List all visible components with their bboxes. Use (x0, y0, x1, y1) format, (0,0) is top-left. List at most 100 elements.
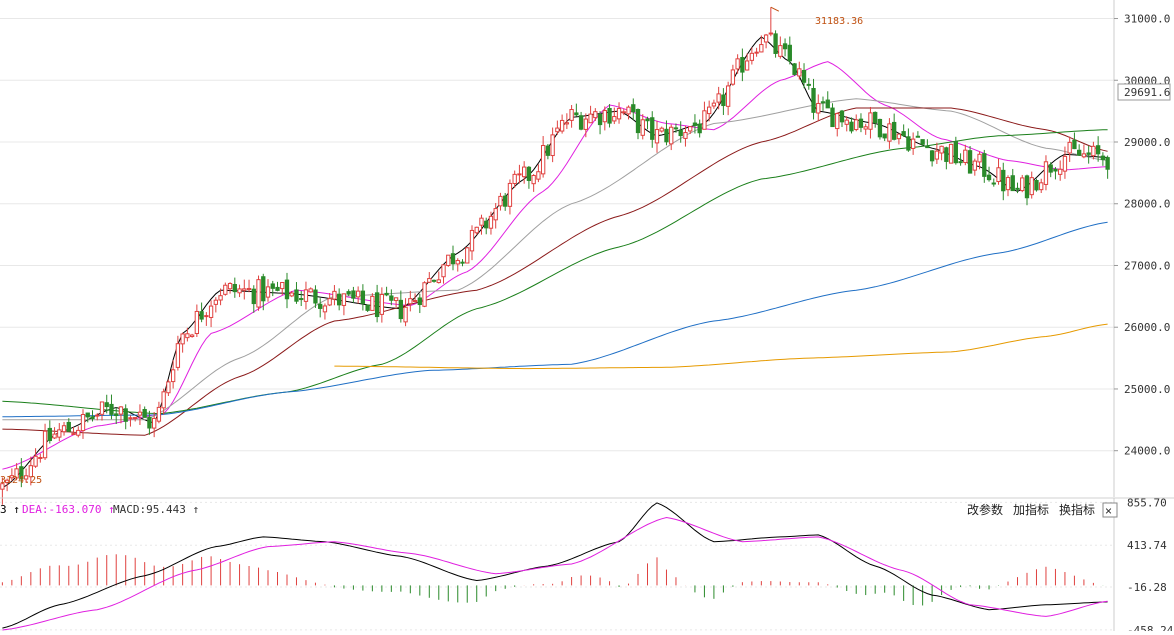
switch-indicator-button[interactable]: 换指标 (1059, 502, 1095, 517)
candle-down (901, 131, 906, 137)
candle-up (118, 406, 124, 415)
candle-up (626, 106, 631, 115)
candle-up (303, 289, 309, 302)
candle-up (564, 122, 570, 125)
macd-legend: 3 ↑ DEA:-163.070 ↑ MACD:95.443 ↑ (0, 503, 199, 516)
candle-up (868, 112, 873, 130)
candle-down (839, 110, 845, 123)
dea-legend: DEA:-163.070 ↑ (22, 503, 115, 516)
candle-up (1020, 177, 1025, 192)
candle-up (797, 68, 802, 77)
macd-value-legend: MACD:95.443 ↑ (113, 503, 199, 516)
candle-down (692, 122, 698, 126)
candle-down (374, 292, 380, 318)
candle-down (915, 135, 921, 138)
candle-up (493, 208, 498, 221)
close-icon[interactable]: × (1105, 504, 1112, 518)
macd-histogram (1, 554, 1104, 606)
candle-down (1105, 157, 1110, 170)
candle-up (1029, 177, 1034, 196)
candle-up (512, 173, 517, 185)
candle-up (744, 60, 750, 71)
main-y-tick-label: 24000.0 (1124, 445, 1170, 458)
high-annotation-label: 31183.36 (815, 16, 863, 27)
candle-down (801, 69, 807, 83)
main-y-tick-label: 26000.0 (1124, 321, 1170, 334)
candle-up (934, 150, 940, 160)
candle-down (664, 128, 669, 143)
candle-up (227, 282, 233, 290)
candle-down (906, 136, 911, 151)
candle-down (104, 402, 109, 408)
candle-up (455, 259, 460, 265)
candle-up (835, 113, 840, 130)
candle-down (944, 147, 949, 162)
candle-down (337, 293, 342, 306)
candle-up (555, 127, 560, 133)
candle-down (645, 118, 650, 122)
candle-up (57, 429, 62, 438)
candle-down (1001, 169, 1006, 192)
candle-up (730, 69, 736, 85)
candle-up (749, 52, 755, 61)
candle-up (616, 108, 622, 120)
candle-up (996, 167, 1001, 183)
candle-up (540, 145, 546, 175)
candle-down (673, 127, 679, 130)
candle-up (189, 334, 195, 338)
candle-down (232, 283, 237, 293)
candle-up (621, 111, 626, 114)
candle-up (38, 456, 43, 459)
candle-down (85, 412, 90, 418)
candle-down (991, 182, 996, 185)
candle-up (204, 315, 209, 318)
candle-up (436, 279, 441, 284)
candle-down (1015, 187, 1020, 190)
close-box[interactable] (1102, 502, 1118, 518)
candle-down (892, 121, 897, 140)
candle-up (133, 417, 138, 420)
candle-down (578, 115, 584, 130)
candle-up (683, 132, 688, 139)
candle-up (498, 195, 503, 207)
candle-up (583, 118, 588, 130)
candle-up (1091, 145, 1096, 157)
candle-up (156, 406, 162, 422)
candle-down (450, 253, 456, 265)
candle-up (265, 286, 271, 298)
candle-down (275, 286, 280, 291)
candle-down (697, 123, 702, 134)
candle-up (910, 138, 916, 149)
add-indicator-button[interactable]: 加指标 (1013, 502, 1049, 517)
candle-down (825, 99, 830, 109)
candle-down (678, 129, 683, 137)
candle-up (242, 288, 247, 291)
modify-params-button[interactable]: 改参数 (967, 502, 1003, 517)
candle-up (550, 134, 555, 157)
low-annotation-label: 23124.25 (0, 475, 42, 486)
candle-up (640, 119, 645, 136)
current-price-label: 29691.6 (1124, 86, 1170, 99)
candle-up (816, 102, 821, 114)
candle-up (669, 126, 674, 145)
dea-line (2, 516, 1108, 631)
candle-down (299, 298, 304, 301)
close-indicator-button[interactable]: × (1102, 502, 1118, 518)
candle-down (19, 466, 24, 480)
candle-up (1058, 168, 1063, 175)
candle-down (877, 118, 883, 138)
candle-up (602, 110, 607, 123)
candle-up (170, 369, 176, 383)
macd-y-tick-label: -458.24 (1127, 624, 1174, 631)
candle-up (711, 102, 717, 107)
moving-average-line-5 (2, 129, 1108, 415)
candle-up (175, 343, 181, 368)
candle-up (659, 127, 664, 132)
candle-up (474, 226, 479, 234)
indicator-toolbar: 改参数 加指标 换指标 × (967, 502, 1118, 518)
candle-up (688, 126, 693, 132)
candle-up (1039, 182, 1044, 191)
candle-up (863, 126, 868, 130)
current-price-box (1117, 83, 1171, 101)
main-y-tick-label: 25000.0 (1124, 383, 1170, 396)
